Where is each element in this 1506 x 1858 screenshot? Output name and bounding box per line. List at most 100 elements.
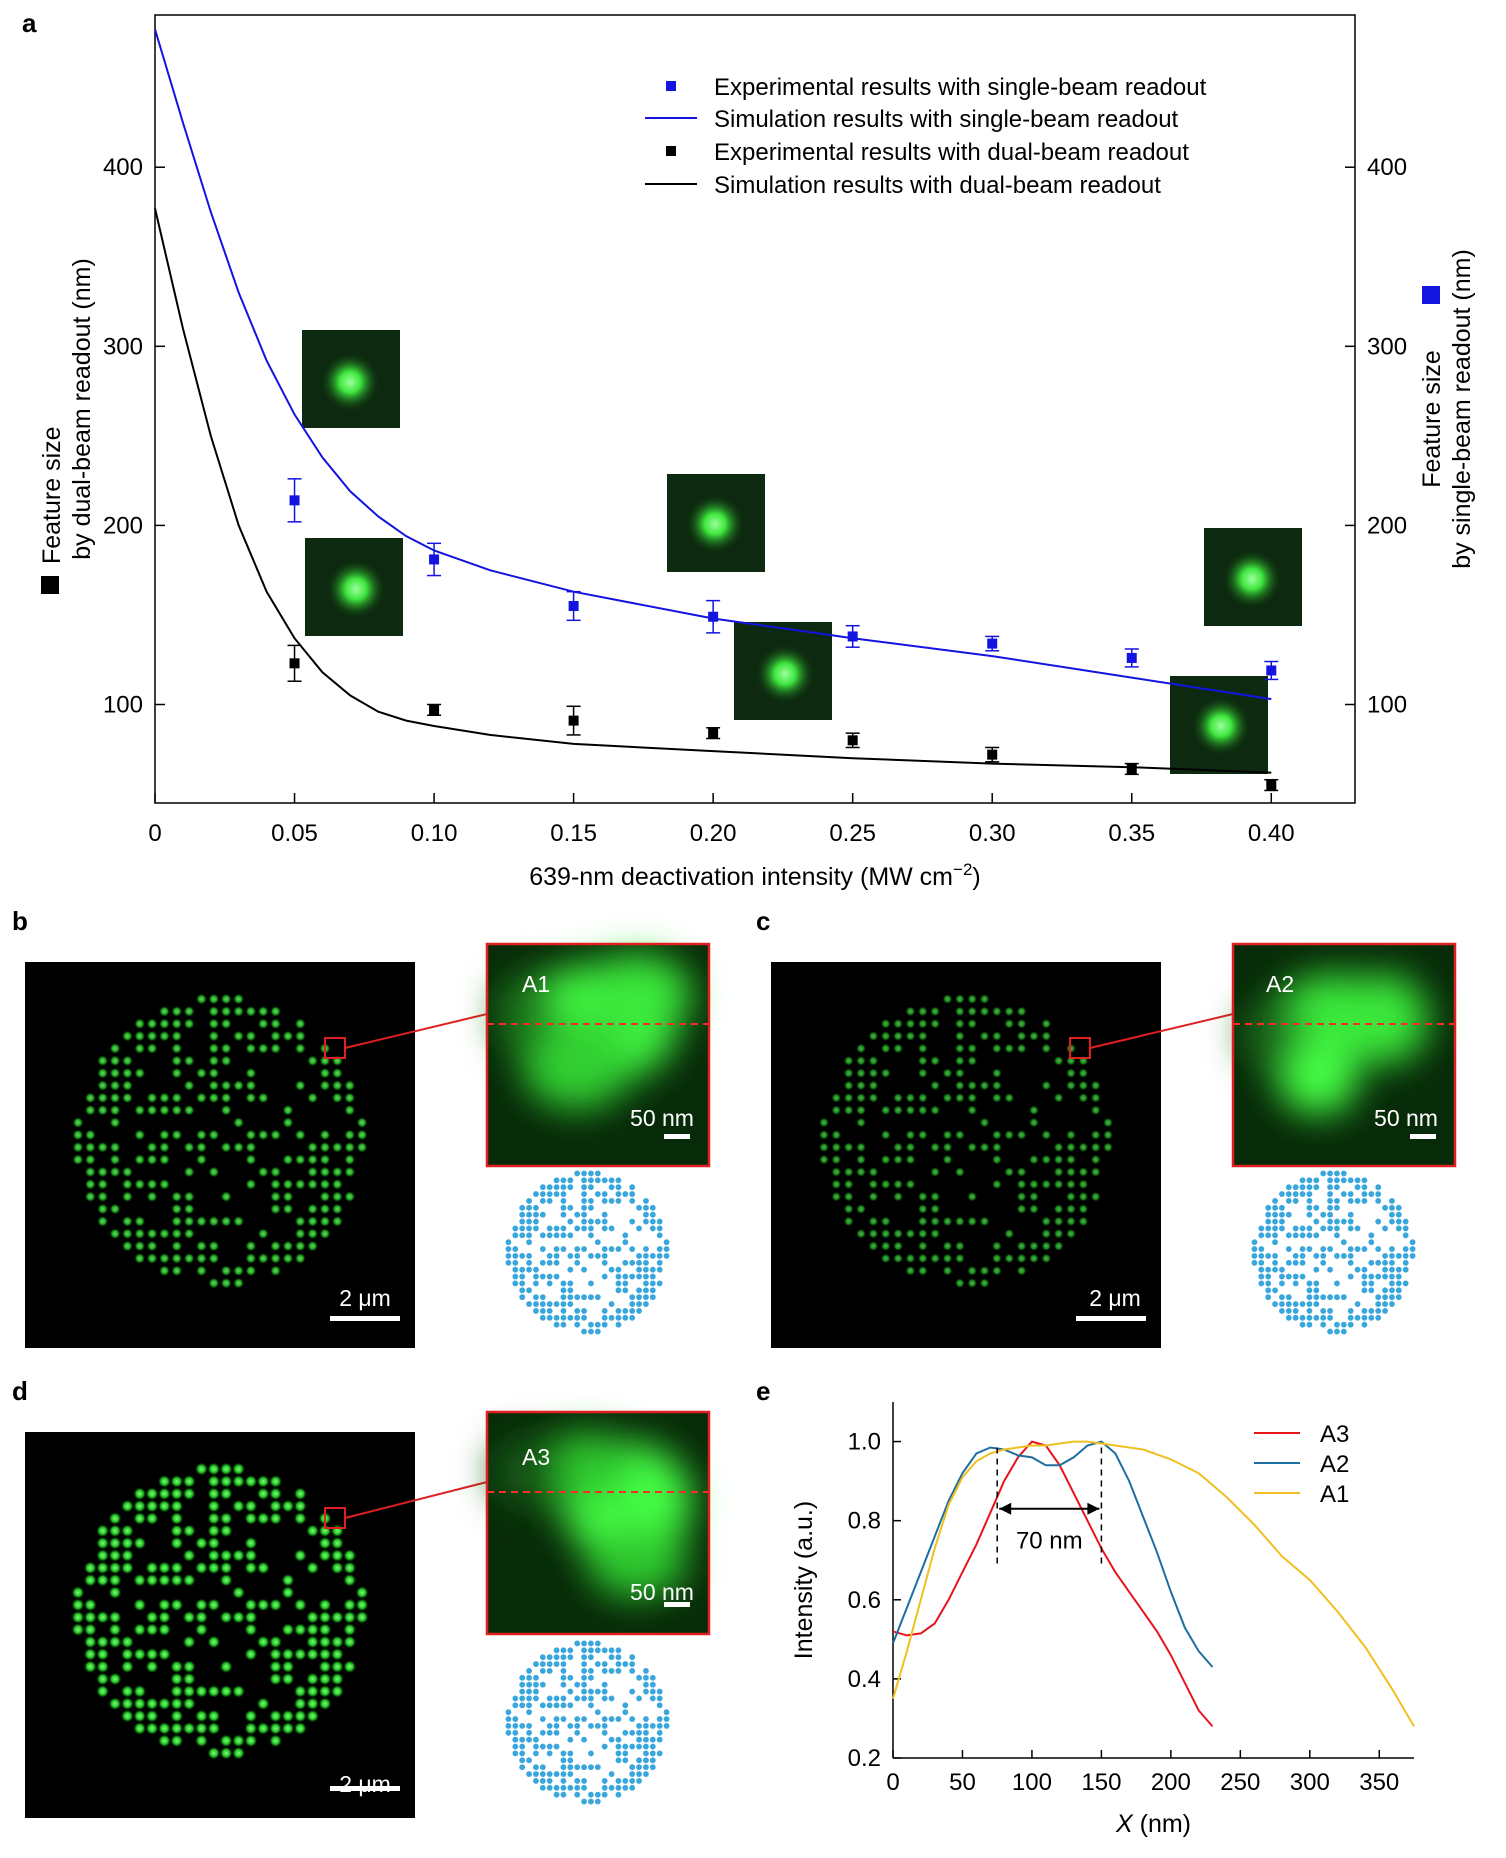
design-dot bbox=[588, 1798, 594, 1805]
design-dot bbox=[560, 1791, 567, 1798]
design-dot bbox=[643, 1198, 649, 1204]
pattern-dot bbox=[108, 1623, 122, 1637]
design-dot bbox=[1320, 1294, 1327, 1301]
design-dot bbox=[560, 1232, 567, 1239]
pattern-dot bbox=[120, 1709, 134, 1723]
design-dot bbox=[1327, 1225, 1333, 1232]
design-dot bbox=[1347, 1308, 1354, 1314]
pattern-dot bbox=[868, 1092, 879, 1103]
pattern-dot bbox=[256, 1474, 270, 1488]
design-dot bbox=[1389, 1198, 1395, 1204]
pattern-dot bbox=[954, 1216, 965, 1227]
pattern-dot bbox=[281, 1499, 295, 1513]
design-dot bbox=[1409, 1246, 1416, 1252]
legend-entry: A3 bbox=[1320, 1421, 1349, 1448]
pattern-dot bbox=[331, 1080, 343, 1092]
pattern-dot bbox=[245, 1265, 257, 1277]
pattern-dot bbox=[270, 1203, 282, 1215]
pattern-dot bbox=[1004, 1129, 1015, 1140]
pattern-dot bbox=[256, 1635, 270, 1649]
design-dot bbox=[526, 1729, 532, 1736]
pattern-dot bbox=[244, 1709, 258, 1723]
pattern-dot bbox=[96, 1524, 110, 1538]
pattern-dot bbox=[269, 1511, 283, 1525]
pattern-dot bbox=[967, 1142, 978, 1153]
pattern-dot bbox=[96, 1647, 110, 1661]
pattern-dot bbox=[207, 1487, 221, 1501]
pattern-dot bbox=[269, 1660, 283, 1674]
design-dot bbox=[533, 1674, 539, 1681]
pattern-dot bbox=[967, 1265, 978, 1276]
pattern-dot bbox=[343, 1660, 357, 1674]
design-dot bbox=[594, 1791, 601, 1798]
pattern-dot bbox=[917, 1055, 928, 1066]
design-dot bbox=[601, 1729, 608, 1736]
design-dot bbox=[643, 1246, 649, 1252]
pattern-dot bbox=[967, 1080, 978, 1091]
design-dot bbox=[1382, 1301, 1388, 1307]
pattern-dot bbox=[330, 1561, 344, 1575]
design-dot bbox=[519, 1225, 526, 1232]
pattern-dot bbox=[930, 1204, 941, 1215]
design-dot bbox=[1299, 1246, 1306, 1252]
x-tick-label: 100 bbox=[1012, 1769, 1052, 1796]
design-dot bbox=[574, 1791, 581, 1798]
pattern-dot bbox=[232, 1549, 246, 1563]
pattern-dot bbox=[307, 1141, 319, 1153]
pattern-dot bbox=[171, 1252, 183, 1264]
design-dot bbox=[1313, 1177, 1320, 1184]
design-dot bbox=[1382, 1273, 1388, 1280]
design-dot bbox=[553, 1321, 560, 1328]
design-dot bbox=[636, 1301, 642, 1307]
pattern-dot bbox=[256, 1561, 270, 1575]
pattern-dot bbox=[967, 1092, 978, 1103]
pattern-dot bbox=[232, 1684, 246, 1698]
design-dot bbox=[636, 1266, 642, 1273]
design-dot bbox=[546, 1301, 553, 1307]
annotation-arrow-head-right bbox=[1087, 1502, 1100, 1515]
design-dot bbox=[643, 1280, 649, 1287]
pattern-dot bbox=[954, 1006, 965, 1017]
pattern-dot bbox=[991, 1092, 1002, 1103]
pattern-dot bbox=[233, 1265, 245, 1277]
pattern-dot bbox=[843, 1092, 854, 1103]
y-tick-label: 0.8 bbox=[848, 1508, 881, 1535]
pattern-dot bbox=[318, 1672, 332, 1686]
design-dot bbox=[649, 1225, 656, 1232]
pattern-dot bbox=[158, 1030, 170, 1042]
pattern-dot bbox=[145, 1511, 159, 1525]
design-dot bbox=[1368, 1273, 1375, 1280]
pattern-dot bbox=[194, 1709, 208, 1723]
design-dot bbox=[1402, 1225, 1409, 1232]
y-tick-label-left: 400 bbox=[103, 154, 143, 181]
pattern-dot bbox=[856, 1055, 867, 1066]
design-dot bbox=[1368, 1314, 1375, 1321]
design-dot bbox=[1347, 1253, 1354, 1259]
pattern-dot bbox=[244, 1499, 258, 1513]
pattern-dot bbox=[343, 1623, 357, 1637]
design-dot bbox=[1361, 1314, 1368, 1321]
design-dot bbox=[505, 1246, 512, 1252]
pattern-dot bbox=[182, 1672, 196, 1686]
panel-label-d: d bbox=[12, 1376, 28, 1406]
pattern-dot bbox=[856, 1154, 867, 1165]
pattern-dot bbox=[967, 1018, 978, 1029]
zoom-label-d: A3 bbox=[522, 1444, 550, 1470]
pattern-dot bbox=[880, 1018, 891, 1029]
design-dot bbox=[505, 1239, 512, 1246]
pattern-dot bbox=[194, 1462, 208, 1476]
pattern-dot bbox=[868, 1080, 879, 1091]
x-tick-label: 0.40 bbox=[1248, 820, 1295, 847]
pattern-dot bbox=[831, 1166, 842, 1177]
design-dot bbox=[1279, 1301, 1285, 1307]
design-dot bbox=[560, 1198, 567, 1204]
pattern-dot bbox=[1028, 1031, 1039, 1042]
design-dot bbox=[1382, 1253, 1388, 1259]
design-dot bbox=[526, 1259, 532, 1266]
design-dot bbox=[663, 1246, 670, 1252]
design-dot bbox=[649, 1688, 656, 1695]
design-dot bbox=[629, 1784, 636, 1791]
design-dot bbox=[656, 1259, 663, 1266]
design-dot bbox=[636, 1204, 642, 1211]
pattern-dot bbox=[83, 1561, 97, 1575]
